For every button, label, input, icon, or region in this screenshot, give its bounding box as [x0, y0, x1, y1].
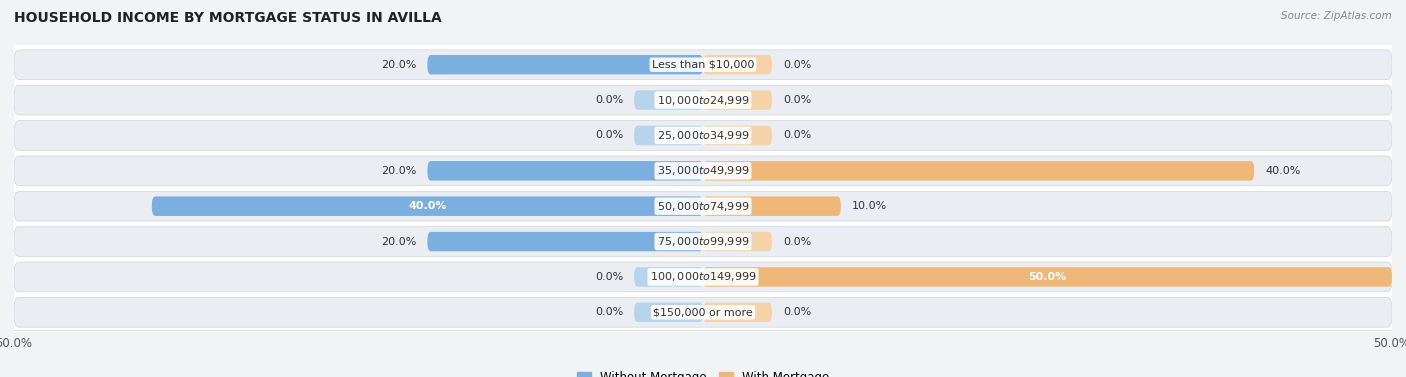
Text: 50.0%: 50.0% [1028, 272, 1067, 282]
Text: 0.0%: 0.0% [783, 95, 811, 105]
FancyBboxPatch shape [703, 196, 841, 216]
Text: 0.0%: 0.0% [595, 95, 623, 105]
Text: $50,000 to $74,999: $50,000 to $74,999 [657, 200, 749, 213]
Text: $75,000 to $99,999: $75,000 to $99,999 [657, 235, 749, 248]
Text: $25,000 to $34,999: $25,000 to $34,999 [657, 129, 749, 142]
FancyBboxPatch shape [634, 90, 703, 110]
Text: 40.0%: 40.0% [408, 201, 447, 211]
Text: 40.0%: 40.0% [1265, 166, 1301, 176]
FancyBboxPatch shape [703, 90, 772, 110]
Text: $35,000 to $49,999: $35,000 to $49,999 [657, 164, 749, 177]
Text: 20.0%: 20.0% [381, 236, 416, 247]
FancyBboxPatch shape [703, 267, 1392, 287]
Text: Less than $10,000: Less than $10,000 [652, 60, 754, 70]
Text: $10,000 to $24,999: $10,000 to $24,999 [657, 93, 749, 107]
FancyBboxPatch shape [14, 156, 1392, 185]
FancyBboxPatch shape [14, 297, 1392, 327]
Text: 10.0%: 10.0% [852, 201, 887, 211]
Text: 20.0%: 20.0% [381, 166, 416, 176]
FancyBboxPatch shape [14, 121, 1392, 150]
Text: $100,000 to $149,999: $100,000 to $149,999 [650, 270, 756, 284]
Text: 0.0%: 0.0% [783, 130, 811, 141]
FancyBboxPatch shape [14, 227, 1392, 256]
FancyBboxPatch shape [634, 267, 703, 287]
FancyBboxPatch shape [703, 161, 1254, 181]
Text: 0.0%: 0.0% [595, 272, 623, 282]
Text: 0.0%: 0.0% [783, 307, 811, 317]
Text: 0.0%: 0.0% [595, 130, 623, 141]
FancyBboxPatch shape [14, 192, 1392, 221]
Text: 0.0%: 0.0% [595, 307, 623, 317]
Legend: Without Mortgage, With Mortgage: Without Mortgage, With Mortgage [572, 366, 834, 377]
FancyBboxPatch shape [703, 303, 772, 322]
FancyBboxPatch shape [703, 126, 772, 145]
FancyBboxPatch shape [634, 303, 703, 322]
FancyBboxPatch shape [634, 126, 703, 145]
FancyBboxPatch shape [14, 50, 1392, 80]
Text: 0.0%: 0.0% [783, 236, 811, 247]
Text: 20.0%: 20.0% [381, 60, 416, 70]
Text: 0.0%: 0.0% [783, 60, 811, 70]
FancyBboxPatch shape [427, 161, 703, 181]
Text: HOUSEHOLD INCOME BY MORTGAGE STATUS IN AVILLA: HOUSEHOLD INCOME BY MORTGAGE STATUS IN A… [14, 11, 441, 25]
FancyBboxPatch shape [427, 55, 703, 74]
FancyBboxPatch shape [14, 85, 1392, 115]
FancyBboxPatch shape [703, 232, 772, 251]
Text: Source: ZipAtlas.com: Source: ZipAtlas.com [1281, 11, 1392, 21]
FancyBboxPatch shape [152, 196, 703, 216]
Text: $150,000 or more: $150,000 or more [654, 307, 752, 317]
FancyBboxPatch shape [14, 262, 1392, 292]
FancyBboxPatch shape [427, 232, 703, 251]
FancyBboxPatch shape [703, 55, 772, 74]
